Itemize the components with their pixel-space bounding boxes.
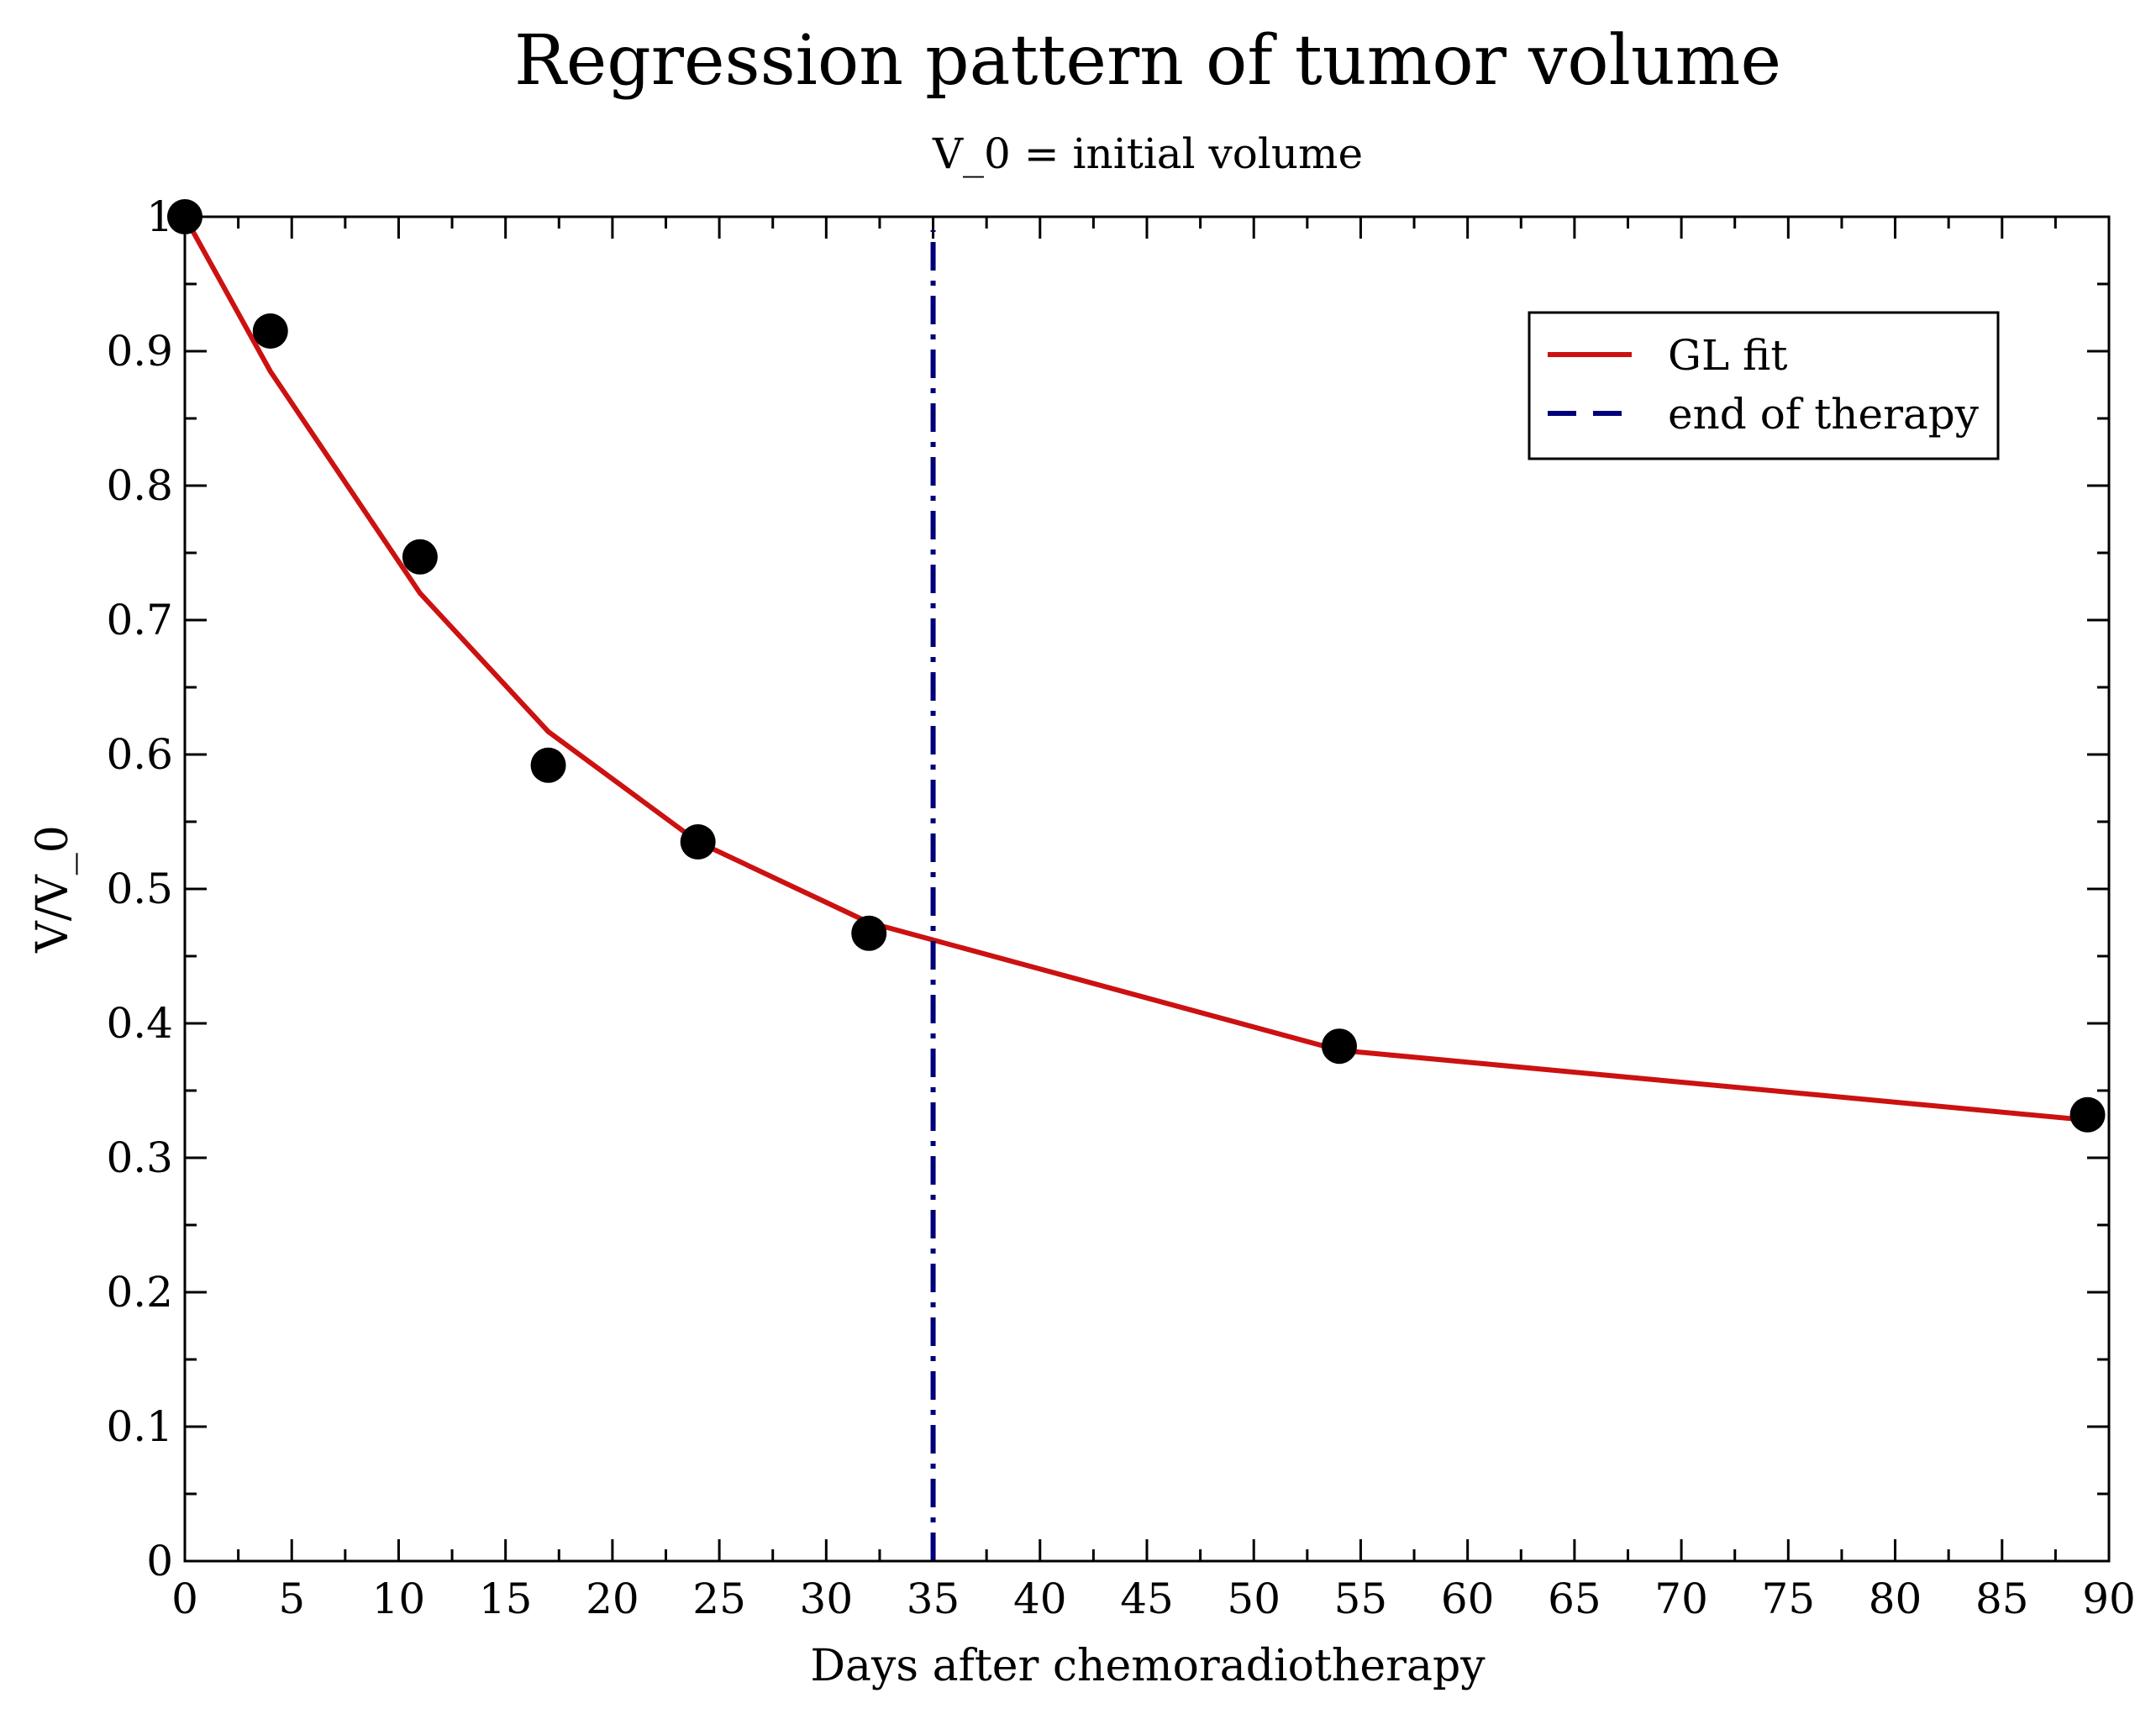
data-point [1322, 1028, 1357, 1065]
data-point [2069, 1096, 2106, 1133]
plot-frame [183, 215, 2111, 1563]
legend-label-gl-fit: GL fit [1668, 331, 1787, 380]
x-tick-label: 80 [1869, 1575, 1922, 1623]
x-tick-label: 60 [1441, 1575, 1495, 1623]
x-tick-label: 5 [278, 1575, 305, 1623]
y-tick-label: 0.7 [106, 596, 173, 644]
x-tick-label: 15 [479, 1575, 533, 1623]
x-tick-label: 40 [1013, 1575, 1067, 1623]
y-axis-label: V/V_0 [28, 825, 78, 954]
legend: GL fit end of therapy [1528, 311, 2000, 460]
series-layer [182, 214, 2090, 1561]
data-point [530, 747, 566, 783]
y-tick-label: 0.4 [106, 999, 173, 1048]
chart-subtitle: V_0 = initial volume [932, 129, 1363, 178]
y-tick-label: 0.6 [106, 730, 173, 779]
chart-title: Regression pattern of tumor volume [514, 21, 1781, 101]
axis-ticks: 0 5 10 15 20 25 30 35 40 45 50 55 60 65 70 75 80 85 90 0 0.1… [106, 192, 2135, 1623]
y-tick-label: 0.9 [106, 327, 173, 376]
data-point [851, 915, 887, 951]
x-tick-label: 65 [1548, 1575, 1601, 1623]
x-tick-label: 10 [372, 1575, 426, 1623]
x-tick-label: 55 [1334, 1575, 1388, 1623]
data-points [167, 199, 2106, 1133]
x-axis-label: Days after chemoradiotherapy [810, 1641, 1486, 1691]
legend-box [1528, 311, 2000, 460]
data-point [252, 313, 288, 349]
x-tick-label: 70 [1654, 1575, 1708, 1623]
y-tick-label: 0.2 [106, 1268, 173, 1317]
y-tick-label: 0.1 [106, 1402, 173, 1451]
x-tick-label: 90 [2082, 1575, 2136, 1623]
x-tick-label: 30 [800, 1575, 854, 1623]
y-tick-label: 0 [146, 1537, 173, 1585]
legend-label-end-of-therapy: end of therapy [1668, 390, 1980, 439]
data-point [680, 824, 716, 860]
x-tick-label: 0 [171, 1575, 198, 1623]
data-point [402, 539, 438, 575]
x-tick-label: 20 [586, 1575, 639, 1623]
x-tick-label: 35 [907, 1575, 960, 1623]
y-tick-label: 0.8 [106, 461, 173, 510]
y-tick-label: 0.5 [106, 865, 173, 913]
x-tick-label: 45 [1120, 1575, 1174, 1623]
y-tick-label: 0.3 [106, 1133, 173, 1182]
series-line-gl-fit [182, 214, 2090, 1123]
x-tick-label: 75 [1762, 1575, 1816, 1623]
x-tick-label: 25 [692, 1575, 746, 1623]
x-tick-label: 50 [1227, 1575, 1280, 1623]
x-tick-label: 85 [1975, 1575, 2029, 1623]
